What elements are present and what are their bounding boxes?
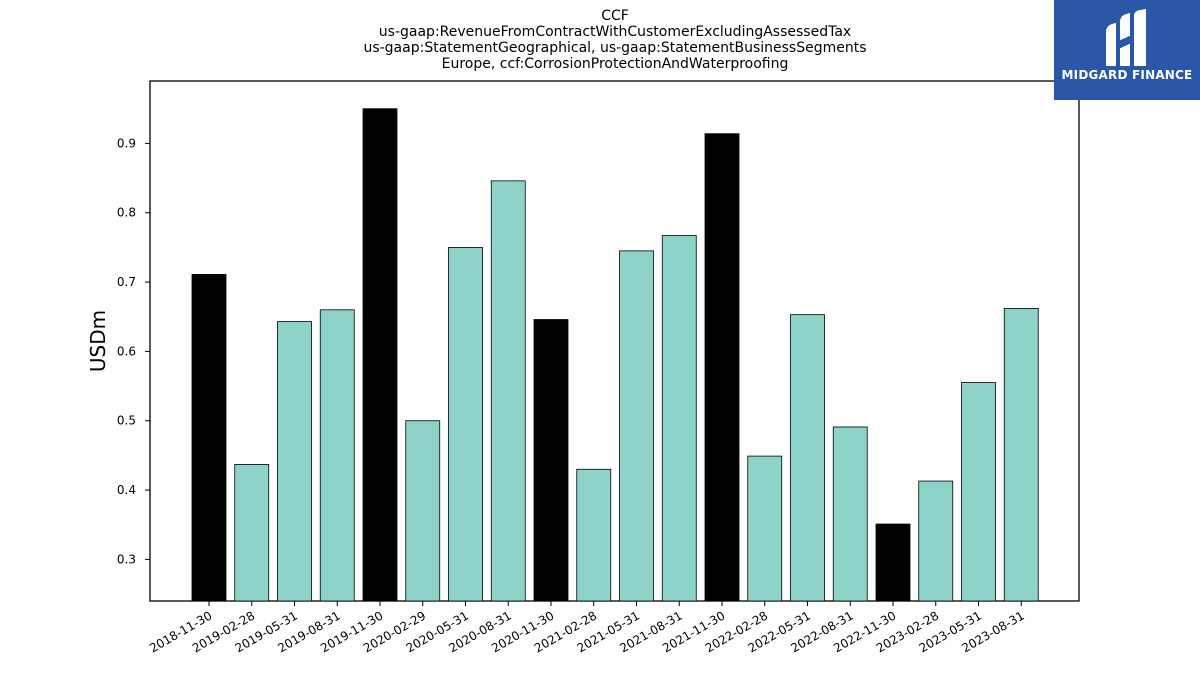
- bar: [747, 455, 783, 602]
- y-tick-label: 0.9: [117, 136, 136, 150]
- bar: [875, 523, 911, 602]
- bar: [832, 426, 868, 602]
- bar: [576, 468, 612, 602]
- bar: [918, 480, 954, 602]
- bar: [277, 321, 312, 602]
- y-tick-label: 0.4: [117, 483, 136, 497]
- chart-title: CCFus-gaap:RevenueFromContractWithCustom…: [363, 8, 866, 72]
- x-axis-ticks: 2018-11-302019-02-282019-05-312019-08-31…: [147, 601, 1027, 655]
- chart-title-line: CCF: [601, 8, 629, 24]
- logo: MIDGARD FINANCE: [1054, 0, 1200, 100]
- bar: [191, 274, 227, 602]
- bar: [619, 250, 654, 602]
- bar: [448, 246, 483, 602]
- bar: [234, 464, 270, 602]
- bar: [961, 382, 996, 602]
- chart-title-line: us-gaap:StatementGeographical, us-gaap:S…: [363, 40, 866, 56]
- chart-title-line: us-gaap:RevenueFromContractWithCustomerE…: [379, 24, 851, 40]
- bar: [490, 180, 526, 602]
- y-tick-label: 0.5: [117, 414, 136, 428]
- bar: [362, 108, 398, 602]
- chart-title-line: Europe, ccf:CorrosionProtectionAndWaterp…: [442, 56, 789, 72]
- bar: [790, 314, 825, 602]
- bar: [319, 309, 355, 602]
- bar: [533, 319, 569, 602]
- bar: [1003, 308, 1039, 602]
- bars: [191, 108, 1039, 602]
- y-axis-label: USDm: [86, 310, 110, 372]
- y-tick-label: 0.7: [117, 275, 136, 289]
- logo-text: MIDGARD FINANCE: [1061, 68, 1193, 82]
- y-tick-label: 0.8: [117, 206, 136, 220]
- midgard-logo-icon: [1106, 9, 1146, 66]
- y-tick-label: 0.3: [117, 552, 136, 566]
- bar: [405, 420, 441, 602]
- y-tick-label: 0.6: [117, 344, 136, 358]
- y-axis-ticks: 0.3 0.4 0.5 0.6 0.7 0.8 0.9: [117, 136, 150, 566]
- bar: [661, 235, 697, 602]
- bar: [704, 133, 740, 602]
- plot-area-frame: [149, 80, 1080, 602]
